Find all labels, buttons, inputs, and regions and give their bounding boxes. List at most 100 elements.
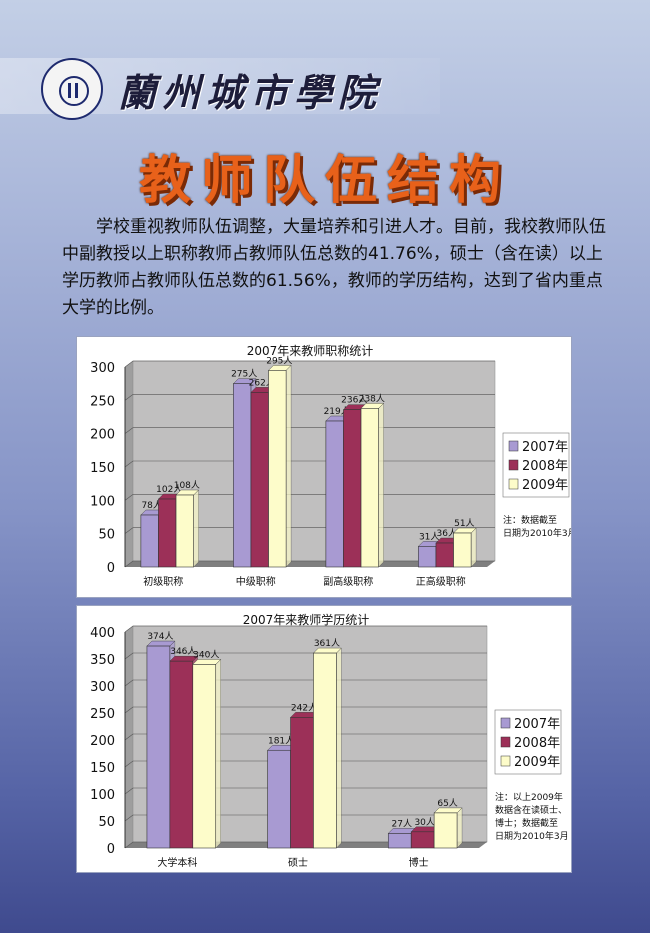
chart-note: 注：以上2009年 [495, 791, 563, 803]
page-title: 教师队伍结构 [138, 151, 511, 211]
gridline-slant [124, 394, 134, 401]
chart-title: 2007年来教师学历统计 [243, 612, 370, 627]
legend-label: 2007年 [522, 440, 568, 455]
bar-side [285, 364, 292, 568]
legend-swatch [500, 755, 511, 767]
bar [453, 532, 472, 568]
y-tick-label: 200 [90, 428, 115, 443]
bar [435, 542, 454, 568]
legend-label: 2008年 [514, 736, 560, 751]
bar [146, 645, 171, 849]
data-label: 65人 [437, 798, 457, 809]
bar [418, 546, 437, 568]
bar-side [470, 527, 477, 568]
data-label: 346人 [170, 646, 196, 657]
y-tick-label: 250 [90, 707, 115, 722]
bar [290, 717, 314, 849]
gridline-slant [124, 460, 134, 468]
data-label: 102人 [156, 484, 182, 495]
y-tick-label: 100 [90, 494, 115, 509]
bar [325, 420, 344, 568]
school-name: 蘭州城市學院 [118, 70, 383, 115]
title-chart: 2007年来教师职称统计 0 50 100 150 200 250 300 78人 102人108… [90, 343, 571, 588]
degree-chart-panel: 2007年来教师学历统计 0 50 100 150 200 250 300 350 400 374人… [76, 605, 572, 873]
bar [268, 370, 287, 568]
x-tick-label: 硕士 [288, 856, 308, 869]
y-tick-label: 100 [90, 788, 115, 803]
bar [313, 652, 337, 849]
data-label: 275人 [231, 369, 257, 380]
gridline-slant [124, 814, 134, 822]
bar [343, 409, 362, 568]
y-tick-label: 0 [107, 842, 115, 857]
bar [169, 660, 194, 849]
data-label: 238人 [359, 393, 385, 404]
legend-label: 2008年 [522, 459, 568, 474]
data-label: 219人 [324, 406, 350, 417]
y-tick-label: 200 [90, 734, 115, 749]
bar [175, 494, 194, 568]
legend-swatch [508, 440, 519, 452]
data-label: 242人 [291, 702, 317, 713]
bar [158, 498, 177, 568]
bar-side [456, 807, 463, 849]
bar [140, 514, 159, 568]
y-tick-label: 350 [90, 653, 115, 668]
bar-side [215, 658, 221, 849]
plot-floor [125, 561, 495, 567]
y-tick-label: 400 [90, 626, 115, 641]
legend-label: 2009年 [514, 755, 560, 770]
data-label: 78人 [141, 500, 161, 511]
bar [433, 812, 458, 849]
gridline-slant [124, 733, 134, 741]
gridline-slant [124, 841, 134, 849]
intro-paragraph: 学校重视教师队伍调整，大量培养和引进人才。目前，我校教师队伍中副教授以上职称教师… [62, 217, 606, 318]
gridline-slant [124, 652, 134, 660]
legend-swatch [508, 459, 519, 471]
legend-swatch [500, 717, 511, 729]
y-tick-label: 250 [90, 394, 115, 409]
gridline-slant [124, 360, 134, 368]
bar [410, 831, 435, 849]
legend-swatch [508, 478, 519, 490]
data-label: 30人 [414, 817, 434, 828]
legend-label: 2007年 [514, 717, 560, 732]
y-tick-label: 150 [90, 461, 115, 476]
x-tick-label: 大学本科 [157, 856, 197, 869]
data-label: 36人 [437, 528, 457, 539]
chart-note: 数据含在读硕士、 [495, 804, 567, 816]
bar-side [378, 402, 384, 568]
bar [387, 833, 412, 849]
data-label: 181人 [268, 735, 294, 746]
chart-title: 2007年来教师职称统计 [247, 343, 374, 358]
data-label: 27人 [392, 818, 412, 829]
data-label: 236人 [341, 395, 367, 406]
data-label: 374人 [147, 631, 173, 642]
data-label: 295人 [266, 355, 292, 366]
x-tick-label: 副高级职称 [323, 575, 373, 588]
data-label: 108人 [174, 480, 200, 491]
school-logo [41, 58, 103, 120]
y-tick-label: 50 [98, 528, 115, 543]
gridline-slant [124, 679, 134, 687]
degree-chart: 2007年来教师学历统计 0 50 100 150 200 250 300 350 400 374人… [90, 612, 569, 869]
bar [267, 749, 291, 849]
title-chart-panel: 2007年来教师职称统计 0 50 100 150 200 250 300 78人 102人 108… [76, 336, 572, 598]
data-label: 340人 [193, 649, 219, 660]
y-tick-label: 50 [98, 815, 115, 830]
gridline-slant [124, 560, 134, 568]
x-tick-label: 博士 [409, 856, 429, 869]
chart-note: 日期为2010年3月 [495, 830, 569, 842]
data-label: 361人 [314, 638, 340, 649]
bar-side [336, 647, 342, 849]
y-tick-label: 0 [107, 561, 115, 576]
data-label: 262人 [249, 377, 275, 388]
bar [360, 408, 379, 568]
bar [233, 383, 252, 568]
gridline-slant [124, 494, 134, 501]
y-tick-label: 150 [90, 761, 115, 776]
gridline-slant [124, 706, 134, 714]
gridline-slant [124, 527, 134, 534]
bar [192, 664, 217, 849]
legend-swatch [500, 736, 511, 748]
